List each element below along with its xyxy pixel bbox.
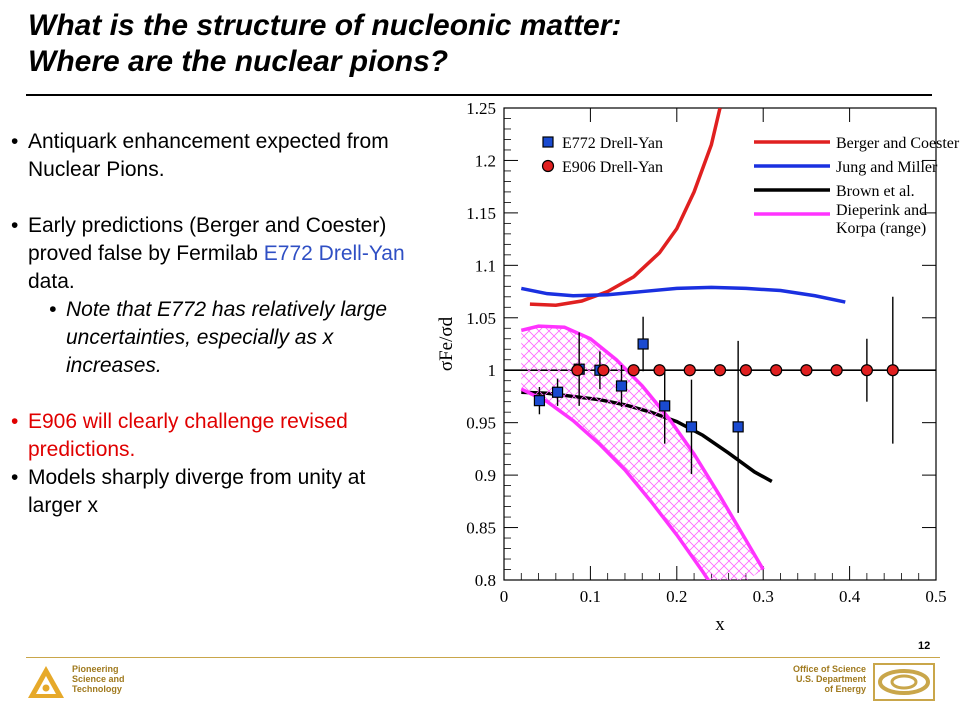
e772-point: [533, 395, 546, 407]
legend-label: E772 Drell-Yan: [562, 135, 663, 152]
y-tick-label: 1: [488, 361, 497, 380]
e772-point: [551, 386, 564, 398]
e906-point: [860, 364, 873, 377]
bullet-text: E906 will clearly challenge revised pred…: [28, 410, 348, 461]
x-tick-label: 0.3: [753, 587, 774, 606]
y-tick-label: 0.95: [466, 414, 496, 433]
e772-point: [685, 421, 698, 433]
footer-tagline-line: Technology: [72, 684, 122, 694]
bullet-dot: •: [11, 410, 19, 433]
e906-point: [653, 364, 666, 377]
spacer: [8, 380, 423, 408]
y-tick-label: 1.15: [466, 204, 496, 223]
e906-point: [739, 364, 753, 377]
e772-point: [732, 421, 744, 433]
bullet-item: • E906 will clearly challenge revised pr…: [8, 408, 423, 464]
x-axis-label: x: [715, 614, 725, 635]
doe-logo-icon: [873, 663, 935, 701]
footer-agency-line: U.S. Department: [795, 674, 866, 684]
legend-circle-marker: [541, 159, 555, 173]
footer-agency: Office of Science U.S. Department of Ene…: [740, 664, 866, 694]
bullet-text-end: data.: [28, 270, 75, 293]
bullet-item: • Antiquark enhancement expected from Nu…: [8, 128, 423, 184]
slide-title: What is the structure of nucleonic matte…: [28, 8, 928, 80]
x-tick-label: 0.5: [925, 587, 946, 606]
plot-content: [520, 108, 899, 580]
page-number: 12: [918, 640, 931, 652]
footer-divider: [26, 657, 940, 658]
sub-bullet-item: • Note that E772 has relatively large un…: [46, 296, 423, 380]
e906-point: [597, 364, 610, 377]
spacer: [8, 184, 423, 212]
title-line-1: What is the structure of nucleonic matte…: [28, 9, 622, 42]
y-axis-label: σFe/σd: [436, 316, 457, 371]
e906-point: [683, 364, 696, 377]
y-tick-label: 0.85: [466, 519, 496, 538]
bullet-text: Models sharply diverge from unity at lar…: [28, 466, 366, 517]
e772-point: [615, 380, 628, 392]
argonne-logo-icon: [28, 666, 64, 698]
footer-tagline-line: Science and: [72, 674, 125, 684]
legend-label: Dieperink and: [836, 202, 927, 219]
e906-point: [800, 364, 813, 377]
e906-point: [571, 364, 584, 377]
legend-square-marker: [542, 136, 554, 148]
y-tick-label: 1.25: [466, 99, 496, 118]
footer-agency-line: of Energy: [824, 684, 866, 694]
y-tick-label: 1.1: [475, 256, 496, 275]
x-tick-label: 0.1: [580, 587, 601, 606]
e906-point: [627, 364, 640, 377]
bullet-dot: •: [11, 214, 19, 237]
title-line-2: Where are the nuclear pions?: [28, 45, 449, 78]
title-divider: [26, 94, 932, 96]
dieperink-lower-curve: [520, 387, 711, 580]
sub-bullet-text: Note that E772 has relatively large unce…: [66, 298, 388, 377]
y-tick-label: 1.2: [475, 151, 496, 170]
e906-point: [830, 364, 843, 377]
legend-label: E906 Drell-Yan: [562, 159, 663, 176]
legend-label: Berger and Coester: [836, 135, 960, 152]
bullet-item: • Early predictions (Berger and Coester)…: [8, 212, 423, 296]
x-tick-label: 0.2: [666, 587, 687, 606]
bullet-list: • Antiquark enhancement expected from Nu…: [8, 128, 423, 520]
e772-point: [659, 400, 671, 412]
y-tick-label: 0.8: [475, 571, 496, 590]
nuclear-ratio-chart: 0.8 0.85 0.9 0.95 1 1.05 1.1 1.15 1.2 1.25 0 0.1 0.2…: [436, 99, 960, 635]
dieperink-band: [521, 326, 764, 580]
e906-point: [713, 364, 727, 377]
x-tick-label: 0.4: [839, 587, 861, 606]
legend-label: Korpa (range): [836, 220, 926, 237]
bullet-item: • Models sharply diverge from unity at l…: [8, 464, 423, 520]
e906-point: [770, 364, 783, 377]
bullet-dot: •: [11, 130, 19, 153]
legend-label: Jung and Miller: [836, 159, 938, 176]
bullet-text: Early predictions (Berger and Coester) p…: [28, 214, 387, 265]
y-tick-label: 1.05: [466, 309, 496, 328]
footer-agency-line: Office of Science: [792, 664, 866, 674]
jung-and-miller-curve: [520, 285, 846, 304]
bullet-highlight: E772 Drell-Yan: [263, 242, 405, 265]
e906-point: [886, 364, 899, 377]
legend-label: Brown et al.: [836, 183, 915, 200]
x-tick-label: 0: [500, 587, 509, 606]
dieperink-upper-curve: [520, 324, 765, 571]
y-tick-label: 0.9: [475, 466, 496, 485]
footer-tagline-line: Pioneering: [72, 664, 119, 674]
berger-and-coester-curve: [529, 108, 722, 307]
bullet-dot: •: [11, 466, 19, 489]
bullet-text: Antiquark enhancement expected from Nucl…: [28, 130, 389, 181]
footer-tagline: Pioneering Science and Technology: [72, 664, 125, 694]
e772-point: [637, 338, 649, 350]
bullet-dot: •: [49, 298, 57, 321]
